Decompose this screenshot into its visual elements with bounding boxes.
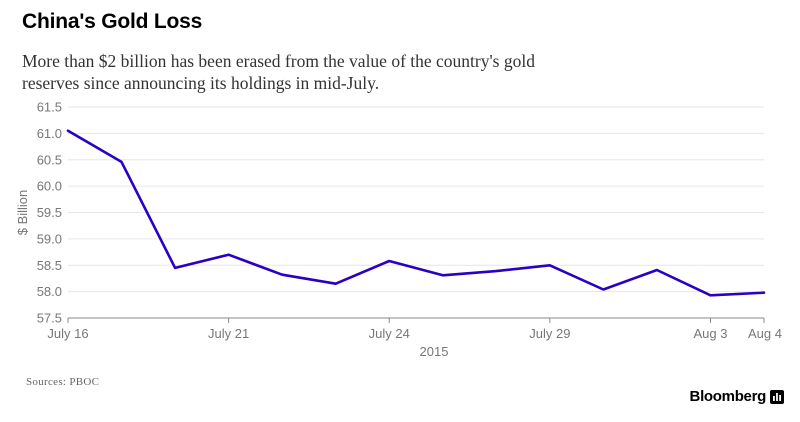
series-layer [66,129,766,297]
y-tick-label: 61.5 [37,100,62,115]
y-tick-label: 58.0 [37,284,62,299]
x-tick-label: July 29 [529,326,570,341]
series-line [66,129,766,297]
x-axis-ticks: July 16 July 21 July 24 July 29 Aug 3 Aug 4 [47,318,782,341]
x-axis-label: 2015 [420,344,449,359]
y-tick-label: 60.5 [37,152,62,167]
grid-layer [68,106,764,319]
chart-subtitle: More than $2 billion has been erased fro… [22,51,535,93]
y-tick-label: 59.0 [37,231,62,246]
y-axis-ticks: 57.5 58.0 58.5 59.0 59.5 60.0 60.5 61.0 61.5 [37,100,62,326]
y-tick-label: 61.0 [37,126,62,141]
bloomberg-logo: Bloomberg [690,388,784,405]
y-tick-label: 59.5 [37,205,62,220]
source-note: Sources: PBOC [26,376,100,388]
x-tick-label: July 21 [208,326,249,341]
y-tick-label: 57.5 [37,311,62,326]
x-tick-label: July 24 [369,326,410,341]
x-tick-label: July 16 [47,326,88,341]
bloomberg-terminal-icon [770,389,784,404]
y-tick-label: 58.5 [37,258,62,273]
y-tick-label: 60.0 [37,179,62,194]
brand-name: Bloomberg [689,388,767,405]
x-tick-label: Aug 4 [748,326,782,341]
x-tick-label: Aug 3 [693,326,727,341]
y-axis-label: $ Billion [15,190,30,236]
line-chart: 57.5 58.0 58.5 59.0 59.5 60.0 60.5 61.0 61.5 Jul… [15,100,782,360]
chart-title: China's Gold Loss [22,10,203,33]
